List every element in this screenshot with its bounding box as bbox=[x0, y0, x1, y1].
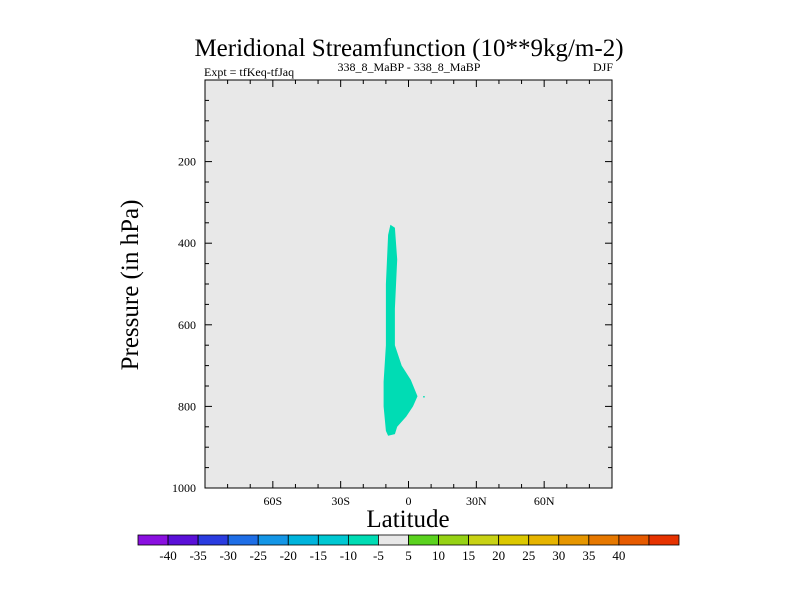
x-tick-label: 60N bbox=[534, 494, 555, 508]
colorbar-label: 20 bbox=[492, 548, 505, 563]
contour-region bbox=[383, 224, 418, 436]
colorbar-label: -10 bbox=[340, 548, 357, 563]
y-tick-label: 600 bbox=[178, 318, 196, 332]
x-tick-label: 0 bbox=[406, 494, 412, 508]
colorbar-label: -5 bbox=[373, 548, 384, 563]
colorbar-label: 10 bbox=[432, 548, 445, 563]
chart-title: Meridional Streamfunction (10**9kg/m-2) bbox=[194, 35, 623, 62]
colorbar-label: -35 bbox=[189, 548, 206, 563]
colorbar-label: 15 bbox=[462, 548, 475, 563]
colorbar-swatch bbox=[588, 534, 620, 546]
colorbar-swatch bbox=[648, 534, 680, 546]
colorbar-swatch bbox=[137, 534, 169, 546]
left-string: Expt = tfKeq-tfJaq bbox=[204, 65, 294, 79]
colorbar-label: -15 bbox=[310, 548, 327, 563]
colorbar-swatch bbox=[468, 534, 500, 546]
colorbar-swatch bbox=[378, 534, 409, 546]
colorbar-swatch bbox=[528, 534, 560, 546]
colorbar-label: 30 bbox=[552, 548, 565, 563]
x-tick-label: 30S bbox=[331, 494, 350, 508]
colorbar-swatch bbox=[287, 534, 319, 546]
colorbar-swatch bbox=[317, 534, 349, 546]
y-tick-label: 800 bbox=[178, 399, 196, 413]
contour-speck bbox=[423, 396, 425, 398]
colorbar-swatch bbox=[347, 534, 379, 546]
y-axis: 200 400 600 800 1000 bbox=[172, 99, 612, 495]
x-tick-label: 60S bbox=[263, 494, 282, 508]
center-string: 338_8_MaBP - 338_8_MaBP bbox=[338, 60, 481, 74]
colorbar-label: 35 bbox=[582, 548, 595, 563]
colorbar-label: -25 bbox=[250, 548, 267, 563]
colorbar-label: 40 bbox=[612, 548, 625, 563]
colorbar-swatch bbox=[167, 534, 199, 546]
plot-area bbox=[204, 79, 613, 489]
colorbar-swatch bbox=[408, 534, 439, 546]
colorbar-swatch bbox=[438, 534, 470, 546]
colorbar-label: -40 bbox=[159, 548, 176, 563]
colorbar-swatch bbox=[197, 534, 229, 546]
y-tick-label: 200 bbox=[178, 155, 196, 169]
right-string: DJF bbox=[593, 60, 613, 74]
colorbar: -40 -35 -30 -25 -20 -15 -10 -5 5 10 15 20 25 30 35 40 bbox=[137, 534, 680, 563]
colorbar-label: 25 bbox=[522, 548, 535, 563]
x-axis-label: Latitude bbox=[366, 506, 449, 533]
y-tick-label: 1000 bbox=[172, 481, 196, 495]
colorbar-swatch bbox=[227, 534, 259, 546]
colorbar-label: -30 bbox=[219, 548, 236, 563]
colorbar-label: 5 bbox=[405, 548, 412, 563]
colorbar-swatch bbox=[498, 534, 530, 546]
x-axis: 60S 30S 0 30N 60N bbox=[204, 80, 613, 508]
colorbar-label: -20 bbox=[280, 548, 297, 563]
y-tick-label: 400 bbox=[178, 236, 196, 250]
colorbar-swatch bbox=[257, 534, 289, 546]
colorbar-swatch bbox=[618, 534, 650, 546]
y-axis-label: Pressure (in hPa) bbox=[117, 200, 144, 371]
x-tick-label: 30N bbox=[466, 494, 487, 508]
colorbar-swatch bbox=[558, 534, 590, 546]
plot-background bbox=[205, 80, 612, 488]
